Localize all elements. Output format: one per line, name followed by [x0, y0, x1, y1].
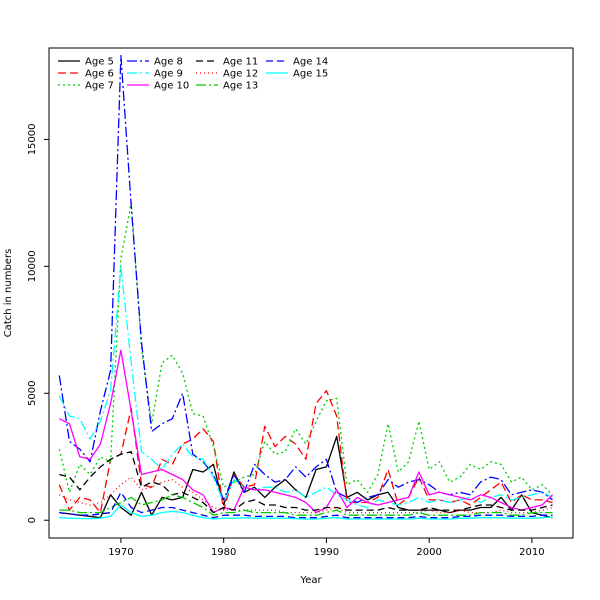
y-tick-label: 5000: [27, 381, 38, 406]
x-tick-label: 1970: [108, 547, 133, 558]
series-lines: [58, 54, 553, 520]
series-line-5: [58, 265, 553, 509]
legend-label: Age 5: [85, 57, 114, 68]
series-line-3: [58, 202, 553, 496]
x-axis-title: Year: [299, 575, 322, 586]
legend-label: Age 7: [85, 81, 114, 92]
legend-label: Age 15: [293, 69, 328, 80]
legend-label: Age 9: [154, 69, 183, 80]
series-line-2: [58, 390, 553, 514]
series-line-1: [59, 435, 553, 519]
series-line-7: [59, 451, 553, 514]
series-line-10: [59, 491, 553, 519]
x-tick-label: 2010: [519, 547, 544, 558]
series-line-4: [58, 54, 553, 504]
series-line-9: [59, 494, 553, 516]
legend-label: Age 11: [223, 57, 258, 68]
y-tick-label: 15000: [27, 123, 38, 155]
y-axis-title: Catch in numbers: [3, 249, 14, 338]
legend-label: Age 13: [223, 81, 258, 92]
x-tick-label: 1980: [211, 547, 236, 558]
y-tick-label: 0: [27, 517, 38, 523]
series-line-11: [59, 504, 553, 520]
legend-label: Age 14: [293, 57, 328, 68]
series-line-8: [59, 476, 553, 514]
x-axis: 1970 1980 1990 2000 2010: [108, 538, 545, 558]
y-axis: 0 5000 10000 15000: [27, 123, 49, 523]
series-line-6: [59, 349, 553, 514]
legend-label: Age 12: [223, 69, 258, 80]
legend-label: Age 8: [154, 57, 183, 68]
y-tick-label: 10000: [27, 250, 38, 282]
x-tick-label: 2000: [416, 547, 441, 558]
x-tick-label: 1990: [314, 547, 339, 558]
legend-label: Age 6: [85, 69, 114, 80]
legend-label: Age 10: [154, 81, 189, 92]
plot-frame: [48, 47, 574, 539]
